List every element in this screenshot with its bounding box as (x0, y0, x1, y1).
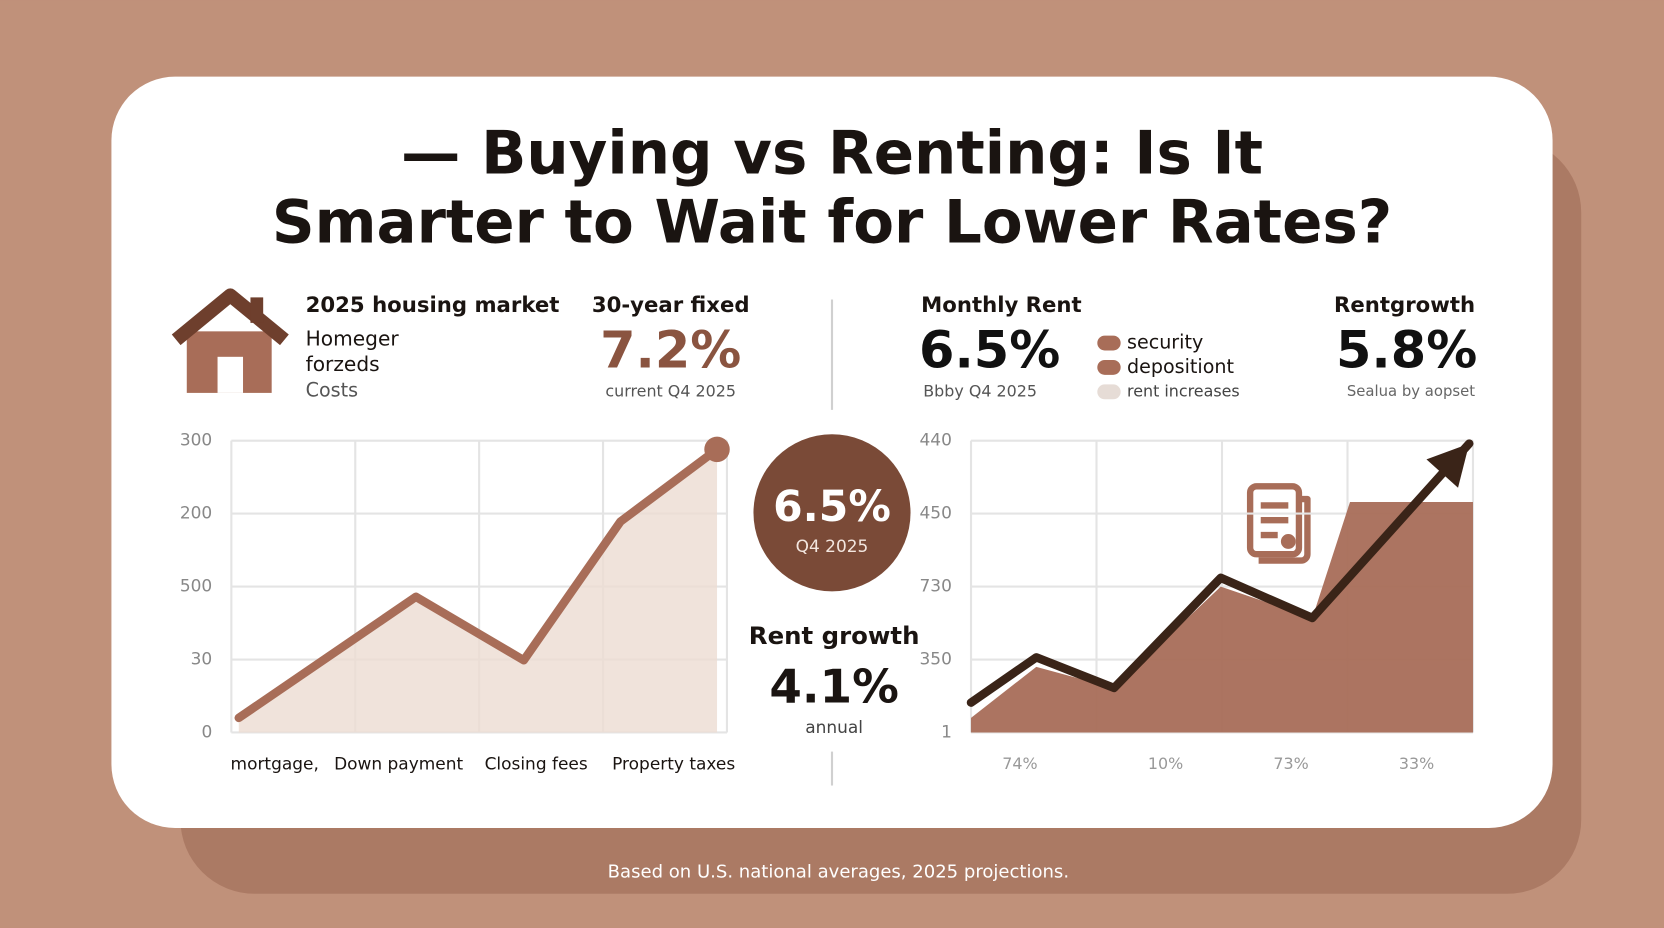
buy-line: Homeger (306, 326, 400, 350)
y-tick-label: 440 (920, 431, 952, 451)
house-icon (171, 288, 289, 393)
y-tick-label: 200 (180, 504, 212, 524)
rate-value: 7.2% (600, 322, 741, 381)
title-line: Smarter to Wait for Lower Rates? (272, 188, 1392, 257)
end-dot (704, 436, 730, 463)
rent-value: 6.5% (919, 322, 1060, 381)
y-tick-label: 500 (180, 577, 212, 597)
y-tick-label: 350 (920, 650, 952, 670)
growth-note: annual (805, 718, 863, 738)
area (238, 449, 718, 733)
y-tick-label: 450 (920, 504, 952, 524)
legend-swatch (1097, 384, 1121, 400)
x-tick-label: Closing fees (485, 754, 588, 774)
x-tick-label: 74% (1002, 754, 1037, 773)
rate-note: current Q4 2025 (605, 381, 736, 400)
arrow-head (1426, 443, 1470, 488)
document-icon (1246, 483, 1311, 564)
legend-label: depositiont (1127, 355, 1234, 378)
badge-note: Q4 2025 (796, 537, 869, 557)
x-tick-label: 33% (1399, 754, 1434, 773)
rent-growth-value: 5.8% (1336, 322, 1477, 381)
y-tick-label: 30 (191, 650, 213, 670)
line (966, 439, 1474, 707)
footer: Based on U.S. national averages, 2025 pr… (608, 862, 1069, 883)
legend-swatch (1097, 360, 1121, 375)
badge (753, 434, 911, 592)
x-tick-label: Down payment (334, 754, 463, 774)
y-tick-label: 730 (920, 577, 952, 597)
y-tick-label: 1 (941, 722, 952, 742)
buy-line: Costs (306, 378, 358, 401)
legend-label: rent increases (1127, 381, 1240, 400)
area (971, 501, 1473, 733)
buy-heading: 2025 housing market (306, 293, 560, 318)
legend-swatch (1097, 335, 1121, 351)
line (234, 445, 722, 723)
rent-growth-label: Rentgrowth (1334, 293, 1475, 318)
rent-growth-note: Sealua by aopset (1347, 382, 1475, 400)
rent-note: Bbby Q4 2025 (923, 381, 1037, 400)
rate-label: 30-year fixed (592, 293, 750, 318)
growth-value: 4.1% (769, 661, 899, 715)
title-line: — Buying vs Renting: Is It (401, 119, 1263, 188)
legend-label: security (1127, 331, 1203, 354)
charts: 0 30 500 200 300 mortgage, Down payment Closing… (180, 431, 1475, 774)
x-tick-label: Property taxes (612, 754, 735, 774)
buy-line: forzeds (306, 352, 380, 376)
x-tick-label: 10% (1148, 754, 1183, 773)
rent-heading: Monthly Rent (921, 293, 1082, 318)
badge-value: 6.5% (773, 483, 891, 532)
growth-label: Rent growth (749, 621, 920, 650)
y-tick-label: 300 (180, 431, 212, 451)
y-tick-label: 0 (201, 722, 212, 742)
x-tick-label: mortgage, (231, 754, 319, 774)
x-tick-label: 73% (1273, 754, 1308, 773)
